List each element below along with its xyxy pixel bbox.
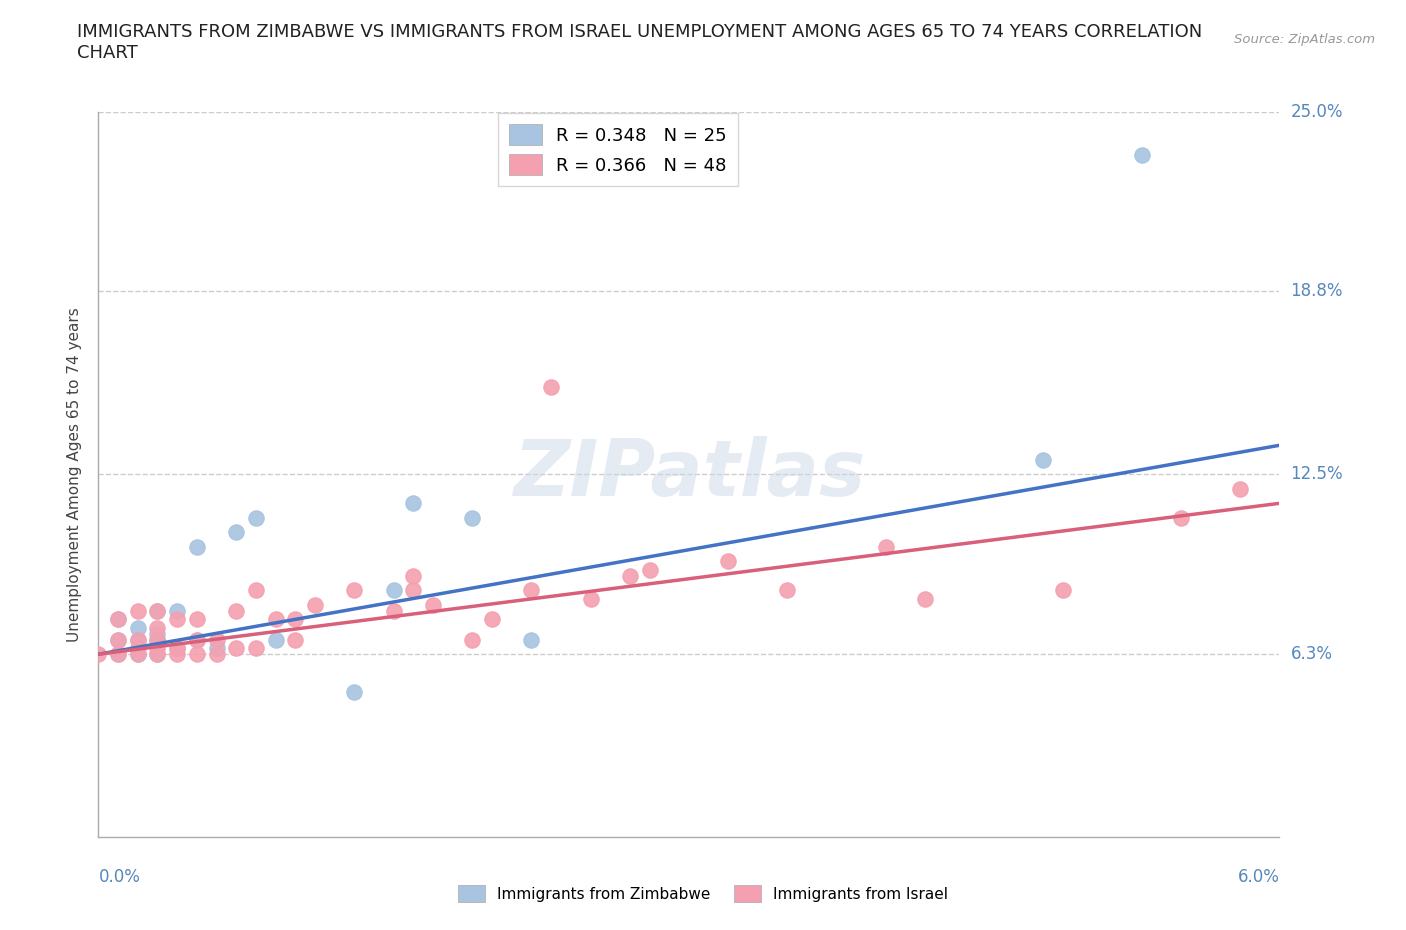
Point [127,646,149,661]
Point [1130,148,1153,163]
Point [402,583,425,598]
Point [382,583,405,598]
Point [304,597,326,612]
Text: IMMIGRANTS FROM ZIMBABWE VS IMMIGRANTS FROM ISRAEL UNEMPLOYMENT AMONG AGES 65 TO: IMMIGRANTS FROM ZIMBABWE VS IMMIGRANTS F… [77,23,1202,62]
Point [146,627,169,642]
Point [343,583,366,598]
Point [186,612,208,627]
Point [717,554,740,569]
Text: 6.3%: 6.3% [1291,645,1333,663]
Point [402,496,425,511]
Point [520,632,543,647]
Text: 0.0%: 0.0% [98,868,141,885]
Point [146,620,169,635]
Point [284,612,307,627]
Point [166,604,188,618]
Point [107,612,129,627]
Point [461,632,484,647]
Point [186,632,208,647]
Point [520,583,543,598]
Text: 6.0%: 6.0% [1237,868,1279,885]
Point [1032,452,1054,467]
Point [166,641,188,656]
Y-axis label: Unemployment Among Ages 65 to 74 years: Unemployment Among Ages 65 to 74 years [66,307,82,642]
Point [107,612,129,627]
Point [225,641,247,656]
Point [107,632,129,647]
Point [127,632,149,647]
Text: 18.8%: 18.8% [1291,283,1343,300]
Point [107,646,129,661]
Point [638,563,661,578]
Point [87,646,110,661]
Text: 25.0%: 25.0% [1291,102,1343,121]
Point [127,646,149,661]
Point [127,632,149,647]
Point [205,632,228,647]
Point [1052,583,1074,598]
Point [205,641,228,656]
Point [107,646,129,661]
Point [343,684,366,699]
Point [245,583,267,598]
Point [146,646,169,661]
Point [146,604,169,618]
Text: Source: ZipAtlas.com: Source: ZipAtlas.com [1234,33,1375,46]
Point [264,632,287,647]
Point [146,641,169,656]
Point [382,604,405,618]
Point [166,641,188,656]
Legend: Immigrants from Zimbabwe, Immigrants from Israel: Immigrants from Zimbabwe, Immigrants fro… [451,879,955,909]
Text: 12.5%: 12.5% [1291,465,1343,484]
Point [146,646,169,661]
Point [1170,511,1192,525]
Point [127,641,149,656]
Point [127,620,149,635]
Legend: R = 0.348   N = 25, R = 0.366   N = 48: R = 0.348 N = 25, R = 0.366 N = 48 [499,113,738,186]
Point [875,539,897,554]
Point [225,604,247,618]
Point [127,604,149,618]
Text: ZIPatlas: ZIPatlas [513,436,865,512]
Point [540,379,562,394]
Point [186,632,208,647]
Point [107,632,129,647]
Point [146,604,169,618]
Point [146,632,169,647]
Point [146,632,169,647]
Point [245,511,267,525]
Point [579,591,602,606]
Point [284,632,307,647]
Point [186,646,208,661]
Point [205,646,228,661]
Point [166,646,188,661]
Point [166,612,188,627]
Point [619,568,641,583]
Point [402,568,425,583]
Point [461,511,484,525]
Point [481,612,503,627]
Point [914,591,936,606]
Point [1229,482,1251,497]
Point [264,612,287,627]
Point [776,583,799,598]
Point [422,597,444,612]
Point [245,641,267,656]
Point [225,525,247,539]
Point [186,539,208,554]
